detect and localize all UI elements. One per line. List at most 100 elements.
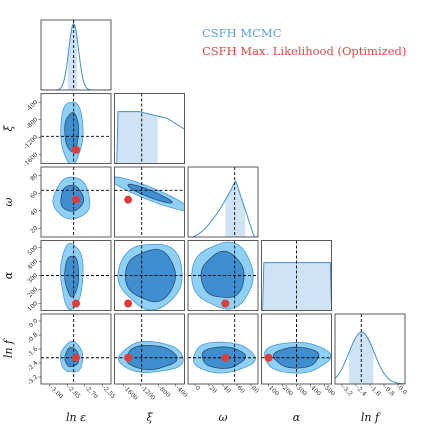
x-tick-eps: -2.55	[101, 384, 117, 400]
panel-alpha-xi	[114, 240, 185, 311]
x-label-omega: ω	[219, 411, 228, 424]
x-tick-omega: 0	[194, 384, 202, 392]
y-tick-lnf: -1.6	[26, 345, 39, 358]
x-tick-lnf: -3.2	[341, 384, 354, 397]
panel-frame	[261, 240, 332, 311]
x-axis-labels: -3.00 -2.85 -2.70 -2.55 ln ε -1600 -1200 -800 -4…	[48, 384, 408, 424]
contour-inner	[64, 255, 79, 298]
y-tick-alpha: 500	[26, 244, 39, 257]
y-tick-alpha: 400	[26, 258, 39, 271]
contour-inner	[127, 183, 173, 204]
ml-marker	[72, 145, 80, 154]
x-tick-xi: -800	[157, 384, 172, 399]
panel-eps-eps	[40, 19, 112, 91]
contour-inner	[60, 184, 84, 212]
y-tick-lnf: -3.2	[26, 373, 39, 386]
ml-marker	[124, 299, 133, 308]
panel-alpha-eps	[40, 240, 112, 311]
x-tick-lnf: -1.6	[369, 384, 382, 397]
y-axis-labels: -400 -800 -1200-1600 ξ 80 60 40 20 ω 500400300200…	[2, 99, 41, 387]
x-tick-alpha: 100	[267, 384, 280, 397]
x-tick-eps: -3.00	[48, 384, 64, 400]
x-label-xi: ξ	[146, 411, 153, 424]
hist-line-xi	[114, 111, 185, 164]
ml-marker	[124, 195, 133, 204]
ml-marker	[72, 353, 80, 362]
ml-marker	[72, 299, 80, 308]
panel-frame	[40, 19, 112, 91]
panel-alpha-alpha	[261, 240, 332, 311]
hist-band-lnf	[349, 332, 374, 384]
hist-line-omega	[188, 180, 258, 237]
ml-marker	[221, 299, 230, 308]
panel-frame	[40, 93, 112, 164]
y-tick-lnf: -0.8	[26, 331, 39, 344]
x-tick-lnf: -2.4	[355, 384, 368, 397]
hist-band-alpha	[263, 262, 331, 311]
panel-frame	[114, 166, 185, 238]
x-label-alpha: α	[293, 411, 301, 424]
y-tick-omega: 20	[29, 225, 39, 235]
x-label-lnf: ln f	[361, 411, 381, 424]
panel-frame	[114, 93, 185, 164]
x-tick-xi: -1200	[139, 384, 156, 401]
x-tick-eps: -2.70	[83, 384, 99, 400]
y-tick-alpha: 300	[26, 272, 39, 285]
y-label-alpha: α	[2, 271, 15, 279]
x-tick-omega: 80	[250, 384, 260, 394]
x-tick-omega: 60	[236, 384, 246, 394]
panel-lnf-lnf	[334, 313, 406, 385]
y-tick-lnf: 0.0	[28, 317, 40, 329]
panel-frame	[114, 313, 185, 385]
hist-band-eps	[67, 23, 78, 90]
panel-frame	[40, 166, 112, 238]
panel-omega-eps	[40, 166, 112, 238]
ml-marker	[264, 353, 273, 362]
legend: CSFH MCMC CSFH Max. Likelihood (Optimize…	[202, 26, 406, 58]
x-tick-alpha: 400	[309, 384, 322, 397]
contour-inner	[64, 347, 80, 368]
x-label-eps: ln ε	[66, 411, 86, 424]
panel-frame	[187, 240, 259, 311]
y-label-omega: ω	[2, 197, 15, 206]
panel-lnf-omega	[187, 313, 259, 385]
hist-line-lnf	[335, 331, 405, 384]
panels-group	[40, 19, 406, 385]
panel-frame	[114, 240, 185, 311]
x-tick-xi: -400	[174, 384, 189, 399]
panel-omega-omega	[187, 166, 259, 238]
x-tick-lnf: 0.0	[397, 384, 409, 396]
legend-mcmc: CSFH MCMC	[202, 26, 282, 40]
ml-marker	[221, 353, 230, 362]
panel-lnf-alpha	[261, 313, 332, 385]
hist-band-xi	[118, 111, 158, 164]
y-tick-lnf: -2.4	[26, 359, 39, 372]
x-tick-xi: -1600	[122, 384, 139, 401]
y-tick-xi: -1200	[22, 134, 39, 151]
panel-alpha-omega	[187, 240, 259, 311]
ml-marker	[72, 195, 80, 204]
panel-lnf-eps	[40, 313, 112, 385]
y-label-lnf: ln f	[2, 338, 15, 358]
y-tick-omega: 40	[29, 207, 39, 217]
y-tick-xi: -800	[25, 116, 40, 131]
y-tick-alpha: 100	[26, 300, 39, 313]
x-tick-omega: 20	[208, 384, 218, 394]
panel-omega-xi	[114, 166, 185, 238]
hist-band-omega	[225, 181, 246, 237]
x-tick-lnf: -0.8	[383, 384, 396, 397]
y-tick-omega: 60	[29, 190, 39, 200]
panel-xi-xi	[114, 93, 185, 164]
x-tick-alpha: 200	[281, 384, 294, 397]
y-label-xi: ξ	[2, 125, 15, 132]
legend-ml: CSFH Max. Likelihood (Optimized)	[202, 44, 406, 58]
y-tick-xi: -1600	[22, 151, 39, 168]
panel-xi-eps	[40, 93, 112, 164]
y-tick-xi: -400	[25, 99, 40, 114]
panel-lnf-xi	[114, 313, 185, 385]
y-tick-alpha: 200	[26, 286, 39, 299]
panel-frame	[187, 166, 259, 238]
y-tick-omega: 80	[29, 172, 39, 182]
ml-marker	[124, 353, 133, 362]
x-tick-omega: 40	[222, 384, 232, 394]
